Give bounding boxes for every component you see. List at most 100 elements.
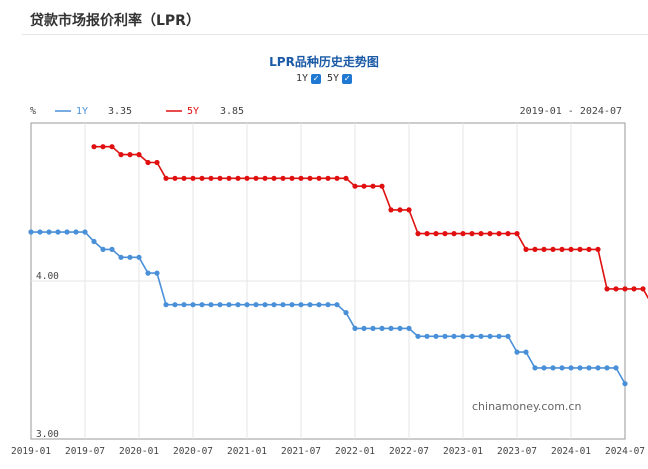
series-1y bbox=[28, 229, 628, 387]
y-tick-label: 3.00 bbox=[36, 429, 59, 440]
toggle-1y-label: 1Y bbox=[295, 73, 308, 84]
data-point-5y bbox=[271, 175, 277, 181]
header-divider bbox=[22, 34, 648, 35]
data-point-5y bbox=[262, 175, 268, 181]
data-point-5y bbox=[235, 175, 241, 181]
data-point-1y bbox=[235, 302, 241, 308]
data-point-5y bbox=[478, 231, 484, 237]
data-point-1y bbox=[514, 349, 520, 355]
data-point-5y bbox=[244, 175, 250, 181]
data-point-1y bbox=[172, 302, 178, 308]
data-point-1y bbox=[91, 238, 97, 245]
data-point-1y bbox=[154, 270, 160, 276]
data-point-1y bbox=[343, 310, 349, 316]
data-point-1y bbox=[118, 254, 124, 260]
data-point-1y bbox=[442, 333, 448, 339]
data-point-1y bbox=[199, 302, 205, 308]
legend-5y-value: 3.85 bbox=[220, 106, 244, 117]
y-tick-label: 4.00 bbox=[36, 271, 59, 282]
data-point-1y bbox=[595, 365, 601, 371]
x-tick-label: 2024-07 bbox=[605, 446, 645, 457]
data-point-5y bbox=[199, 175, 205, 181]
data-point-1y bbox=[487, 333, 493, 339]
legend-1y-value: 3.35 bbox=[108, 106, 132, 117]
data-point-5y bbox=[460, 231, 466, 237]
date-range: 2019-01 - 2024-07 bbox=[520, 106, 622, 117]
x-tick-label: 2021-01 bbox=[227, 446, 267, 457]
watermark: chinamoney.com.cn bbox=[472, 400, 581, 413]
data-point-5y bbox=[406, 207, 412, 213]
x-tick-label: 2022-07 bbox=[389, 446, 429, 457]
data-point-5y bbox=[325, 175, 331, 181]
data-point-1y bbox=[451, 333, 457, 339]
data-point-1y bbox=[307, 302, 313, 308]
data-point-1y bbox=[46, 229, 52, 235]
data-point-5y bbox=[226, 175, 232, 181]
data-point-5y bbox=[469, 231, 475, 237]
data-point-1y bbox=[136, 254, 142, 260]
data-point-5y bbox=[343, 175, 349, 181]
data-point-5y bbox=[388, 207, 394, 213]
data-point-1y bbox=[181, 302, 187, 308]
x-tick-label: 2023-01 bbox=[443, 446, 483, 457]
data-point-1y bbox=[271, 302, 277, 308]
toggle-5y-checkbox[interactable]: ✓ bbox=[342, 73, 353, 84]
data-point-5y bbox=[532, 246, 538, 252]
data-point-5y bbox=[208, 175, 214, 181]
data-point-1y bbox=[37, 229, 43, 235]
legend-5y-name: 5Y bbox=[187, 106, 199, 117]
x-tick-label: 2022-01 bbox=[335, 446, 375, 457]
data-point-5y bbox=[586, 246, 592, 252]
data-point-5y bbox=[433, 231, 439, 237]
data-point-1y bbox=[217, 302, 223, 308]
data-point-5y bbox=[91, 144, 97, 150]
data-point-1y bbox=[478, 333, 484, 339]
data-point-1y bbox=[361, 325, 367, 331]
data-point-1y bbox=[388, 325, 394, 331]
data-point-1y bbox=[325, 302, 331, 308]
toggle-1y-checkbox[interactable]: ✓ bbox=[311, 73, 321, 84]
data-point-5y bbox=[424, 231, 430, 237]
toggle-5y[interactable]: 5Y ✓ bbox=[327, 73, 353, 84]
data-point-1y bbox=[127, 254, 133, 260]
data-point-1y bbox=[469, 333, 475, 339]
data-point-1y bbox=[208, 302, 214, 308]
data-point-5y bbox=[352, 183, 358, 189]
data-point-5y bbox=[145, 159, 151, 166]
data-point-1y bbox=[145, 270, 151, 276]
data-point-1y bbox=[559, 365, 565, 371]
series-line-1y bbox=[31, 231, 626, 385]
toggle-1y[interactable]: 1Y ✓ bbox=[296, 73, 321, 84]
data-point-5y bbox=[568, 246, 574, 252]
data-point-5y bbox=[361, 183, 367, 189]
data-point-5y bbox=[163, 175, 169, 181]
data-point-1y bbox=[82, 229, 88, 235]
legend: 1Y 3.35 5Y 3.85 bbox=[55, 106, 244, 117]
data-point-1y bbox=[568, 365, 574, 371]
y-axis-unit: % bbox=[30, 106, 36, 117]
data-point-1y bbox=[163, 302, 169, 308]
data-point-1y bbox=[577, 365, 583, 371]
data-point-5y bbox=[550, 246, 556, 252]
x-tick-label: 2024-01 bbox=[551, 446, 591, 457]
data-point-1y bbox=[244, 302, 250, 308]
data-point-5y bbox=[334, 175, 340, 181]
data-point-1y bbox=[604, 365, 610, 371]
x-tick-label: 2019-07 bbox=[65, 446, 105, 457]
y-axis-ticks: 4.00 3.00 bbox=[36, 271, 59, 440]
data-point-1y bbox=[28, 229, 34, 235]
data-point-1y bbox=[586, 365, 592, 371]
x-tick-label: 2019-01 bbox=[11, 446, 51, 457]
data-point-1y bbox=[523, 349, 529, 355]
data-point-5y bbox=[181, 175, 187, 181]
data-point-5y bbox=[253, 175, 259, 181]
series-toggles: 1Y ✓ 5Y ✓ bbox=[0, 73, 648, 84]
data-point-5y bbox=[559, 246, 565, 252]
data-point-5y bbox=[316, 175, 322, 181]
data-point-5y bbox=[298, 175, 304, 181]
data-point-5y bbox=[154, 159, 160, 166]
series-5y bbox=[91, 144, 648, 300]
data-point-5y bbox=[100, 144, 106, 150]
data-point-5y bbox=[136, 152, 142, 158]
data-point-1y bbox=[415, 333, 421, 339]
